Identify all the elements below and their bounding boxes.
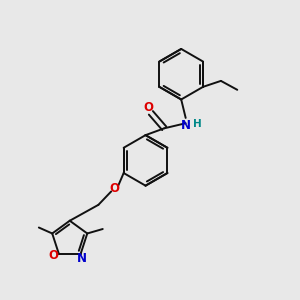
Text: O: O [143, 101, 153, 114]
Text: O: O [49, 249, 58, 262]
Text: N: N [77, 252, 87, 265]
Text: N: N [181, 119, 191, 132]
Text: O: O [110, 182, 120, 195]
Text: H: H [193, 119, 201, 129]
